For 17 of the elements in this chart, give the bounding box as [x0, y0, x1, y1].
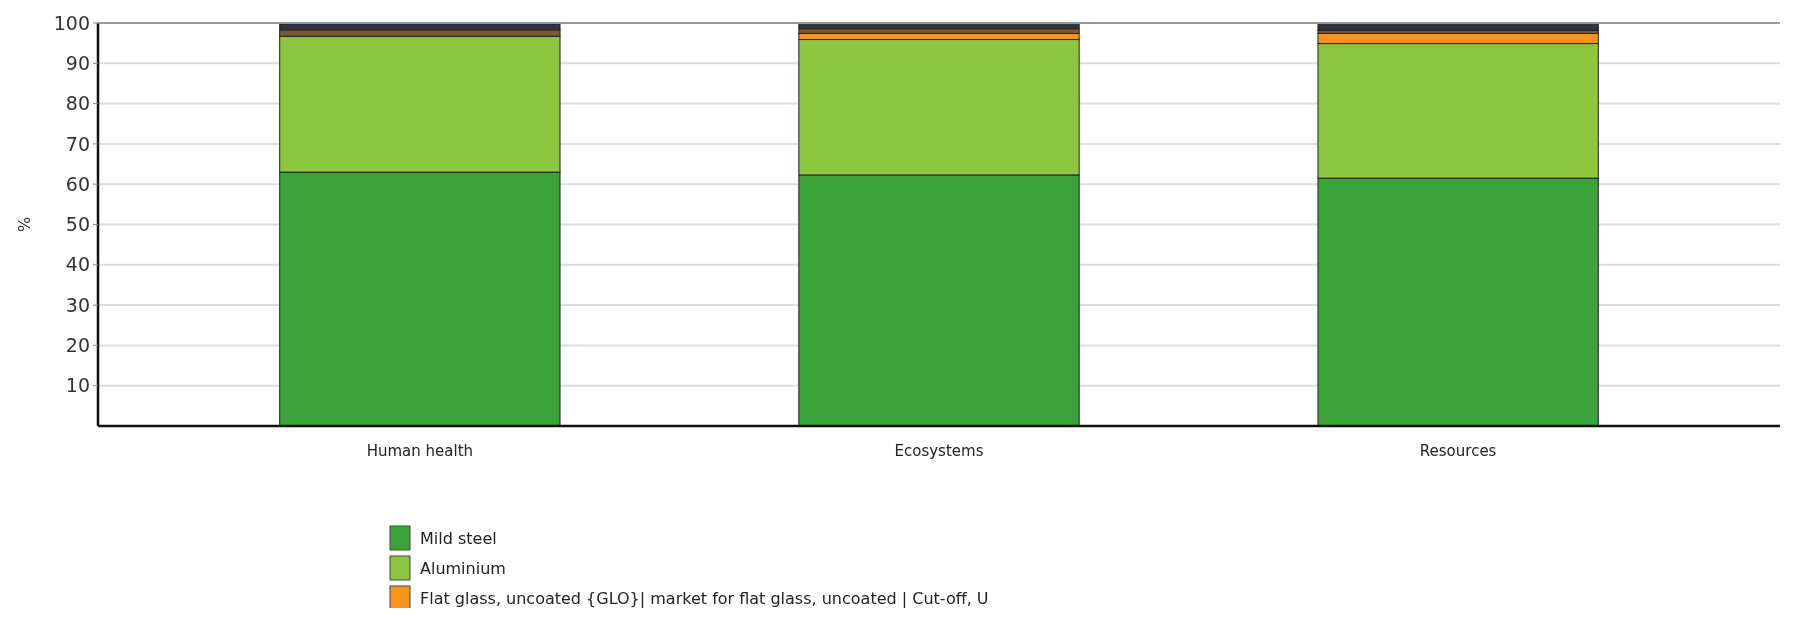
- y-tick-label: 40: [65, 253, 90, 276]
- y-tick-label: 90: [65, 51, 90, 74]
- legend-label: Aluminium: [420, 558, 506, 578]
- x-tick-label: Resources: [1419, 442, 1497, 460]
- x-tick-label: Ecosystems: [894, 442, 984, 460]
- y-tick-label: 30: [65, 293, 90, 316]
- y-tick-label: 70: [65, 132, 90, 155]
- y-tick-label: 60: [65, 172, 90, 195]
- y-tick-label: 80: [65, 92, 90, 115]
- y-tick-label: 50: [65, 213, 90, 236]
- y-axis-title: %: [15, 216, 34, 233]
- legend-label: Mild steel: [420, 528, 497, 548]
- y-tick-label: 20: [65, 334, 90, 357]
- y-tick-label: 10: [65, 374, 90, 397]
- y-tick-label: 100: [53, 11, 90, 34]
- legend-label: Flat glass, uncoated {GLO}| market for flat glass, uncoated | Cut-off, U: [420, 588, 989, 608]
- x-tick-label: Human health: [366, 442, 474, 460]
